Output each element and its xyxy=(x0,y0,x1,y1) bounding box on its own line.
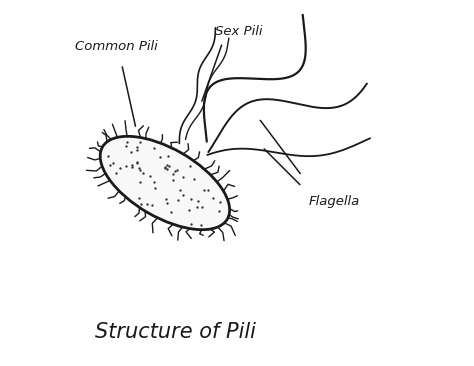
Text: Sex Pili: Sex Pili xyxy=(215,25,263,38)
Ellipse shape xyxy=(100,136,229,230)
Text: Flagella: Flagella xyxy=(309,195,360,208)
Text: Structure of Pili: Structure of Pili xyxy=(95,322,256,342)
Text: Common Pili: Common Pili xyxy=(75,40,157,53)
